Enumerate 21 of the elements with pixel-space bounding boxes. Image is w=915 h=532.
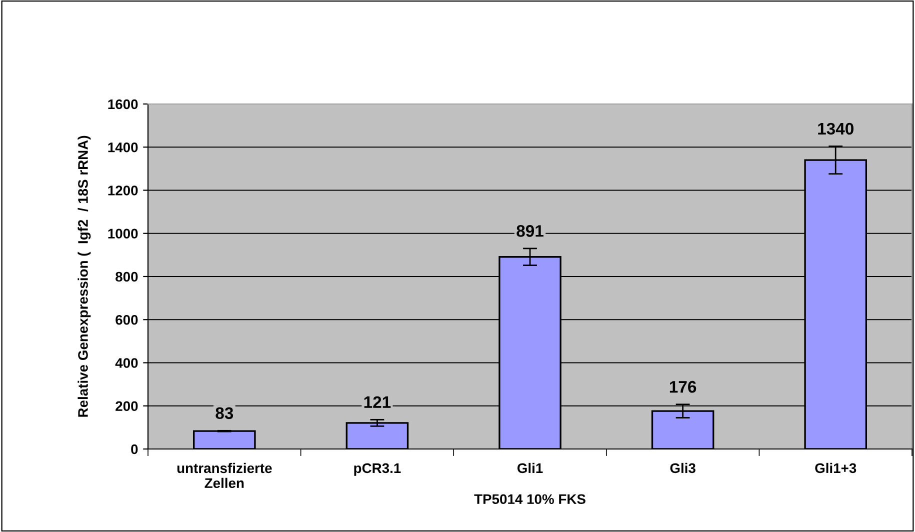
y-tick-label: 0 xyxy=(131,444,138,454)
x-tick-label: untransfizierte Zellen xyxy=(177,462,272,488)
y-tick-label: 1200 xyxy=(108,186,138,196)
x-tick-label: pCR3.1 xyxy=(354,463,401,476)
y-tick-label: 800 xyxy=(116,272,138,282)
x-tick-label: Gli3 xyxy=(670,462,696,474)
y-tick-label: 1000 xyxy=(108,228,138,239)
data-label: 1340 xyxy=(818,122,854,135)
x-axis-title: TP5014 10% FKS xyxy=(474,494,586,504)
y-tick-label: 1400 xyxy=(108,142,138,152)
y-tick-label: 600 xyxy=(116,314,138,325)
y-tick-label: 400 xyxy=(115,358,138,368)
data-label: 83 xyxy=(216,407,234,420)
data-label: 176 xyxy=(670,380,696,393)
data-label: 121 xyxy=(364,396,391,408)
x-tick-label: Gli1 xyxy=(517,462,543,474)
y-axis-title: Relative Genexpression ( Igf2 / 18S rRNA) xyxy=(78,136,91,417)
data-label: 891 xyxy=(516,225,544,237)
y-tick-label: 1600 xyxy=(108,99,138,110)
y-tick-label: 200 xyxy=(116,401,138,412)
x-tick-label: Gli1+3 xyxy=(815,462,856,474)
